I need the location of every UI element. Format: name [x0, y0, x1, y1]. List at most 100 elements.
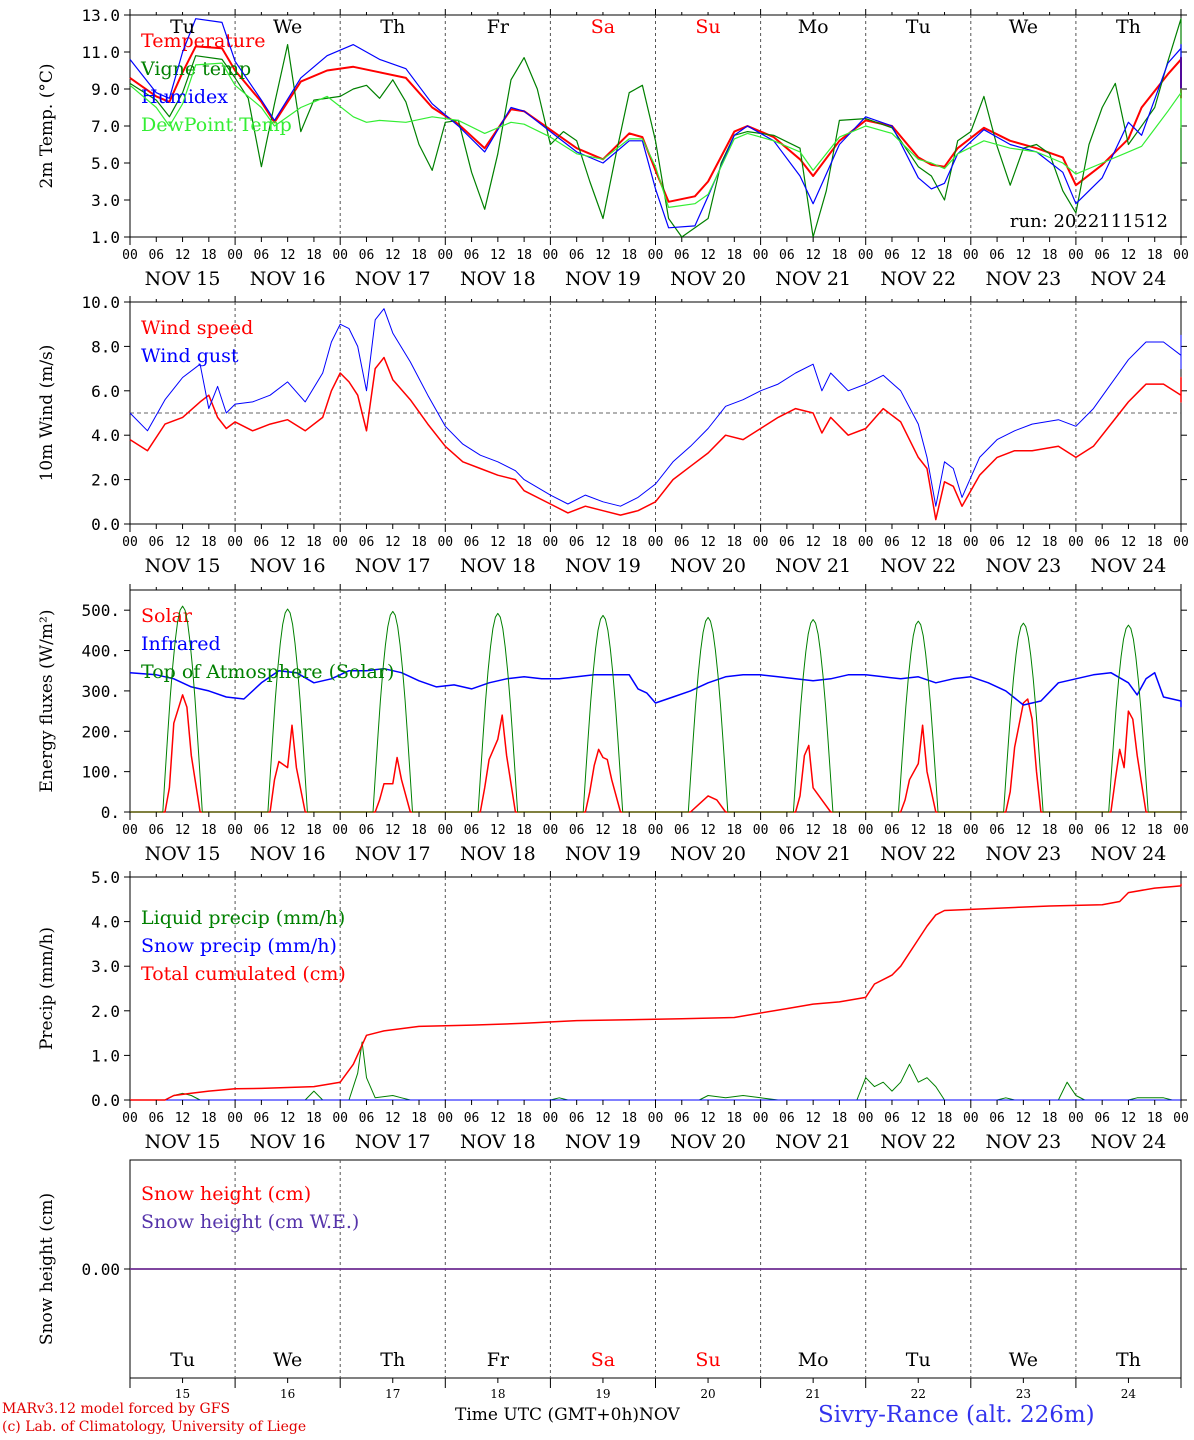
y-axis-label: 2m Temp. (°C) [37, 63, 57, 188]
weekday-label: We [1009, 16, 1038, 38]
weekday-label: We [273, 1349, 302, 1371]
hour-tick-label: 00 [122, 535, 138, 550]
y-tick-label: 200. [81, 722, 120, 741]
hour-tick-label: 06 [779, 248, 795, 263]
hour-tick-label: 06 [884, 1111, 900, 1126]
y-axis-label: 10m Wind (m/s) [37, 345, 57, 482]
hour-tick-label: 00 [122, 248, 138, 263]
hour-tick-label: 18 [937, 248, 953, 263]
hour-tick-label: 06 [569, 248, 585, 263]
hour-tick-label: 00 [437, 823, 453, 838]
hour-tick-label: 18 [621, 823, 637, 838]
weekday-label: Tu [906, 1349, 931, 1371]
hour-tick-label: 18 [937, 535, 953, 550]
date-label: NOV 24 [1091, 843, 1167, 865]
hour-tick-label: 06 [1094, 823, 1110, 838]
date-label: NOV 15 [145, 268, 221, 290]
date-label: NOV 17 [355, 843, 431, 865]
y-tick-label: 1.0 [91, 1046, 120, 1065]
date-label: NOV 24 [1091, 268, 1167, 290]
hour-tick-label: 12 [595, 823, 611, 838]
hour-tick-label: 06 [569, 1111, 585, 1126]
hour-tick-label: 00 [332, 1111, 348, 1126]
hour-tick-label: 00 [1068, 248, 1084, 263]
hour-tick-label: 00 [227, 1111, 243, 1126]
hour-tick-label: 00 [437, 535, 453, 550]
hour-tick-label: 06 [989, 823, 1005, 838]
hour-tick-label: 12 [175, 1111, 191, 1126]
legend-label: Infrared [141, 633, 221, 655]
hour-tick-label: 06 [674, 535, 690, 550]
series-line-top-of-atmosphere-solar- [130, 605, 1181, 813]
hour-tick-label: 06 [989, 248, 1005, 263]
date-label: NOV 17 [355, 555, 431, 577]
hour-tick-label: 06 [674, 823, 690, 838]
hour-tick-label: 06 [884, 248, 900, 263]
hour-tick-label: 06 [884, 535, 900, 550]
day-number-label: 20 [700, 1387, 715, 1401]
day-number-label: 23 [1016, 1387, 1031, 1401]
y-tick-label: 2.0 [91, 1002, 120, 1021]
hour-tick-label: 00 [543, 535, 559, 550]
hour-tick-label: 06 [1094, 248, 1110, 263]
hour-tick-label: 18 [832, 248, 848, 263]
hour-tick-label: 06 [674, 248, 690, 263]
hour-tick-label: 18 [306, 1111, 322, 1126]
date-label: NOV 24 [1091, 555, 1167, 577]
y-tick-label: 100. [81, 763, 120, 782]
y-tick-label: 5.0 [91, 868, 120, 887]
weekday-label: Tu [906, 16, 931, 38]
hour-tick-label: 18 [621, 248, 637, 263]
weekday-label: Fr [487, 1349, 510, 1371]
weekday-label: Tu [170, 16, 195, 38]
hour-tick-label: 18 [1147, 248, 1163, 263]
y-tick-label: 0.00 [81, 1260, 120, 1279]
weekday-label: Th [1116, 16, 1141, 38]
date-label: NOV 20 [670, 843, 746, 865]
date-label: NOV 16 [250, 268, 326, 290]
hour-tick-label: 00 [963, 535, 979, 550]
copyright-credit: (c) Lab. of Climatology, University of L… [2, 1419, 307, 1435]
hour-tick-label: 06 [254, 1111, 270, 1126]
y-tick-label: 300. [81, 682, 120, 701]
hour-tick-label: 06 [674, 1111, 690, 1126]
hour-tick-label: 06 [359, 248, 375, 263]
hour-tick-label: 06 [254, 248, 270, 263]
weekday-label: Sa [591, 1349, 615, 1371]
date-label: NOV 18 [460, 843, 536, 865]
run-label: run: 2022111512 [1010, 211, 1168, 232]
hour-tick-label: 12 [805, 535, 821, 550]
series-line-infrared [129, 667, 1182, 708]
hour-tick-label: 06 [464, 1111, 480, 1126]
y-tick-label: 1.0 [91, 228, 120, 247]
hour-tick-label: 12 [280, 248, 296, 263]
hour-tick-label: 00 [858, 823, 874, 838]
date-label: NOV 23 [985, 555, 1061, 577]
hour-tick-label: 06 [989, 535, 1005, 550]
y-tick-label: 0.0 [91, 515, 120, 534]
hour-tick-label: 06 [569, 823, 585, 838]
day-number-label: 19 [595, 1387, 610, 1401]
day-number-label: 22 [911, 1387, 926, 1401]
weekday-label: Th [380, 1349, 405, 1371]
hour-tick-label: 12 [1016, 248, 1032, 263]
hour-tick-label: 18 [621, 535, 637, 550]
date-label: NOV 20 [670, 268, 746, 290]
day-number-label: 17 [385, 1387, 400, 1401]
hour-tick-label: 18 [1147, 1111, 1163, 1126]
date-label: NOV 23 [985, 268, 1061, 290]
hour-tick-label: 18 [201, 1111, 217, 1126]
hour-tick-label: 18 [411, 535, 427, 550]
date-label: NOV 23 [985, 843, 1061, 865]
hour-tick-label: 00 [858, 248, 874, 263]
hour-tick-label: 12 [700, 823, 716, 838]
legend-label: Vigne temp [140, 58, 251, 80]
date-label: NOV 17 [355, 1131, 431, 1153]
hour-tick-label: 18 [1042, 1111, 1058, 1126]
hour-tick-label: 06 [884, 823, 900, 838]
hour-tick-label: 00 [648, 248, 664, 263]
legend-label: Wind speed [141, 317, 253, 339]
y-tick-label: 500. [81, 601, 120, 620]
hour-tick-label: 00 [648, 1111, 664, 1126]
hour-tick-label: 18 [1147, 535, 1163, 550]
